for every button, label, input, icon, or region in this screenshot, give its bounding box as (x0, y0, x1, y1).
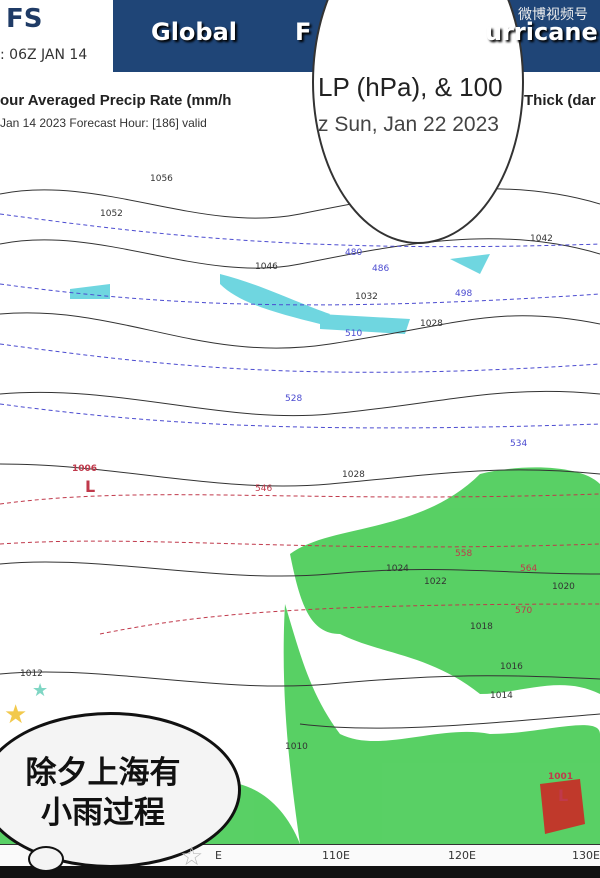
header-brand-area: FS : 06Z JAN 14 (0, 0, 113, 72)
x-tick: 120E (448, 849, 476, 862)
light-precip (70, 254, 490, 334)
isobar-label: 1016 (500, 662, 523, 672)
thickness-label: 486 (372, 264, 390, 274)
caption-line-2: 小雨过程 (41, 795, 165, 831)
map-title-right: Thick (dar (524, 92, 596, 109)
x-tick: E (215, 849, 222, 862)
isobar-label: 1056 (150, 174, 173, 184)
precip-area (220, 274, 330, 324)
nav-hurricane[interactable]: urricane (485, 18, 598, 46)
bottom-bar (0, 866, 600, 878)
isobar-label: 1010 (285, 742, 308, 752)
isobar-label: 1014 (490, 691, 513, 701)
precip-area (290, 467, 600, 694)
isobar-label: 1022 (424, 577, 447, 587)
x-tick: 110E (322, 849, 350, 862)
thickness-lines-warm (0, 493, 600, 635)
precip-area (450, 254, 490, 274)
precip-area (283, 604, 600, 844)
init-time: : 06Z JAN 14 (0, 47, 88, 63)
isobar-label: 1046 (255, 262, 278, 272)
isobar-label: 1052 (100, 209, 123, 219)
precip-area (70, 284, 110, 299)
star-icon: ★ (4, 700, 28, 730)
precip-area (320, 314, 410, 334)
nav-f[interactable]: F (295, 18, 312, 46)
bubble-tail (28, 846, 64, 872)
isobar-label: 1024 (386, 564, 409, 574)
star-icon: ☆ (180, 842, 204, 872)
caption-line-1: 除夕上海有 (25, 755, 181, 791)
thickness-label: 510 (345, 329, 363, 339)
isobar-label: 1042 (530, 234, 553, 244)
x-tick: 130E (572, 849, 600, 862)
watermark: 微博视频号 (518, 7, 588, 23)
thickness-label: 570 (515, 606, 533, 616)
low-pressure-value: 1001 (548, 772, 574, 782)
thickness-label: 546 (255, 484, 273, 494)
magnified-title: LP (hPa), & 100 (318, 72, 503, 102)
low-pressure-symbol: L (558, 786, 569, 805)
thickness-label: 564 (520, 564, 538, 574)
thickness-lines (0, 213, 600, 429)
isobar-label: 1020 (552, 582, 575, 592)
isobar-label: 1032 (355, 292, 378, 302)
heavy-precip (540, 779, 585, 834)
nav-global[interactable]: Global (151, 18, 238, 46)
low-center-area (540, 779, 585, 834)
thickness-label: 558 (455, 549, 473, 559)
isobar-label: 1028 (420, 319, 443, 329)
magnified-valid-time: z Sun, Jan 22 2023 (318, 113, 499, 136)
star-icon: ★ (32, 680, 49, 701)
map-title: our Averaged Precip Rate (mm/h (0, 92, 232, 109)
low-pressure-symbol: L (85, 477, 96, 496)
isobar-label: 1018 (470, 622, 493, 632)
map-subtitle: Jan 14 2023 Forecast Hour: [186] valid (0, 116, 207, 130)
isobars (0, 188, 600, 729)
thickness-label: 498 (455, 289, 473, 299)
thickness-label: 528 (285, 394, 303, 404)
isobar-label: 1012 (20, 669, 43, 679)
isobar-label: 1028 (342, 470, 365, 480)
thickness-label: 534 (510, 439, 528, 449)
thickness-label: 480 (345, 248, 363, 258)
brand-logo: FS (6, 4, 43, 34)
caption-bubble: 除夕上海有 小雨过程 (0, 712, 241, 868)
magnifier-lens: LP (hPa), & 100 z Sun, Jan 22 2023 (312, 0, 524, 244)
low-pressure-value: 1006 (72, 464, 98, 474)
